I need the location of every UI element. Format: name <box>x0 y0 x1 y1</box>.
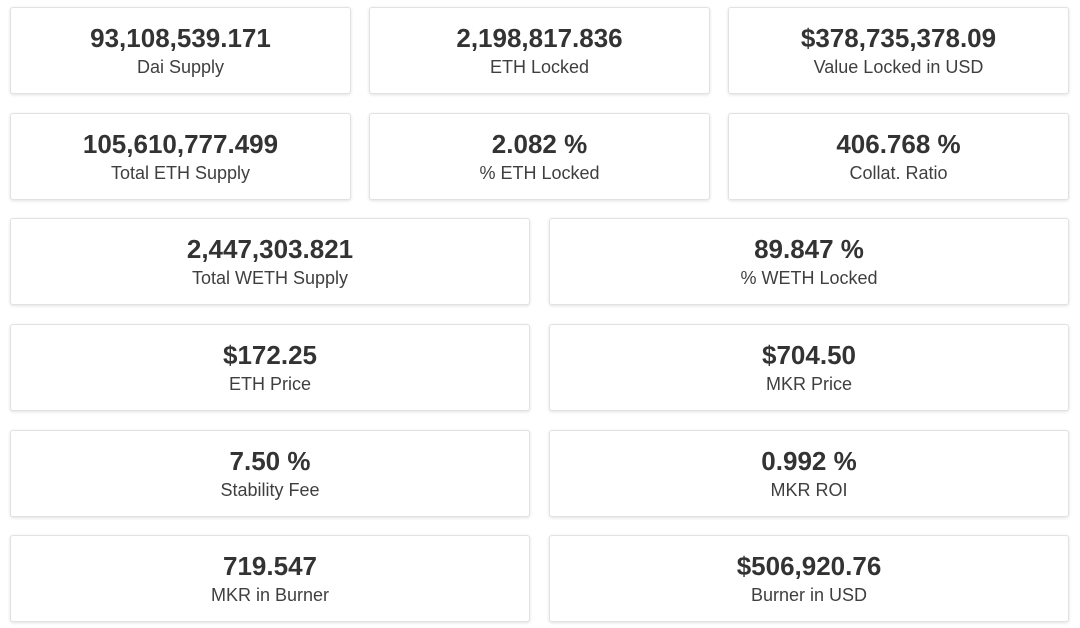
burner-in-usd-value: $506,920.76 <box>736 551 882 581</box>
collat-ratio-card: 406.768 % Collat. Ratio <box>728 113 1069 200</box>
mkr-roi-label: MKR ROI <box>770 480 848 500</box>
stability-fee-label: Stability Fee <box>220 480 320 500</box>
value-locked-usd-card: $378,735,378.09 Value Locked in USD <box>728 7 1069 94</box>
mkr-in-burner-value: 719.547 <box>223 551 317 581</box>
eth-locked-label: ETH Locked <box>489 57 590 77</box>
pct-eth-locked-label: % ETH Locked <box>479 163 600 183</box>
stability-fee-value: 7.50 % <box>229 446 311 476</box>
stability-fee-card: 7.50 % Stability Fee <box>10 430 530 517</box>
eth-price-value: $172.25 <box>223 340 317 370</box>
mkr-price-label: MKR Price <box>765 374 852 394</box>
mkr-roi-value: 0.992 % <box>761 446 857 476</box>
pct-weth-locked-label: % WETH Locked <box>740 268 878 288</box>
total-weth-supply-label: Total WETH Supply <box>191 268 349 288</box>
collat-ratio-label: Collat. Ratio <box>849 163 948 183</box>
eth-locked-value: 2,198,817.836 <box>456 23 623 53</box>
value-locked-usd-value: $378,735,378.09 <box>800 23 997 53</box>
burner-in-usd-card: $506,920.76 Burner in USD <box>549 535 1069 622</box>
total-weth-supply-value: 2,447,303.821 <box>186 234 354 264</box>
mkr-roi-card: 0.992 % MKR ROI <box>549 430 1069 517</box>
eth-price-label: ETH Price <box>228 374 311 394</box>
collat-ratio-value: 406.768 % <box>836 129 961 159</box>
pct-eth-locked-card: 2.082 % % ETH Locked <box>369 113 710 200</box>
mkr-price-card: $704.50 MKR Price <box>549 324 1069 411</box>
total-eth-supply-label: Total ETH Supply <box>110 163 251 183</box>
value-locked-usd-label: Value Locked in USD <box>813 57 984 77</box>
dai-supply-value: 93,108,539.171 <box>90 23 271 53</box>
total-eth-supply-value: 105,610,777.499 <box>82 129 279 159</box>
mkr-price-value: $704.50 <box>762 340 856 370</box>
pct-eth-locked-value: 2.082 % <box>491 129 588 159</box>
total-weth-supply-card: 2,447,303.821 Total WETH Supply <box>10 218 530 305</box>
eth-price-card: $172.25 ETH Price <box>10 324 530 411</box>
dai-supply-label: Dai Supply <box>136 57 225 77</box>
pct-weth-locked-card: 89.847 % % WETH Locked <box>549 218 1069 305</box>
mkr-in-burner-card: 719.547 MKR in Burner <box>10 535 530 622</box>
total-eth-supply-card: 105,610,777.499 Total ETH Supply <box>10 113 351 200</box>
eth-locked-card: 2,198,817.836 ETH Locked <box>369 7 710 94</box>
mkr-in-burner-label: MKR in Burner <box>210 585 330 605</box>
dai-supply-card: 93,108,539.171 Dai Supply <box>10 7 351 94</box>
pct-weth-locked-value: 89.847 % <box>754 234 864 264</box>
burner-in-usd-label: Burner in USD <box>750 585 868 605</box>
